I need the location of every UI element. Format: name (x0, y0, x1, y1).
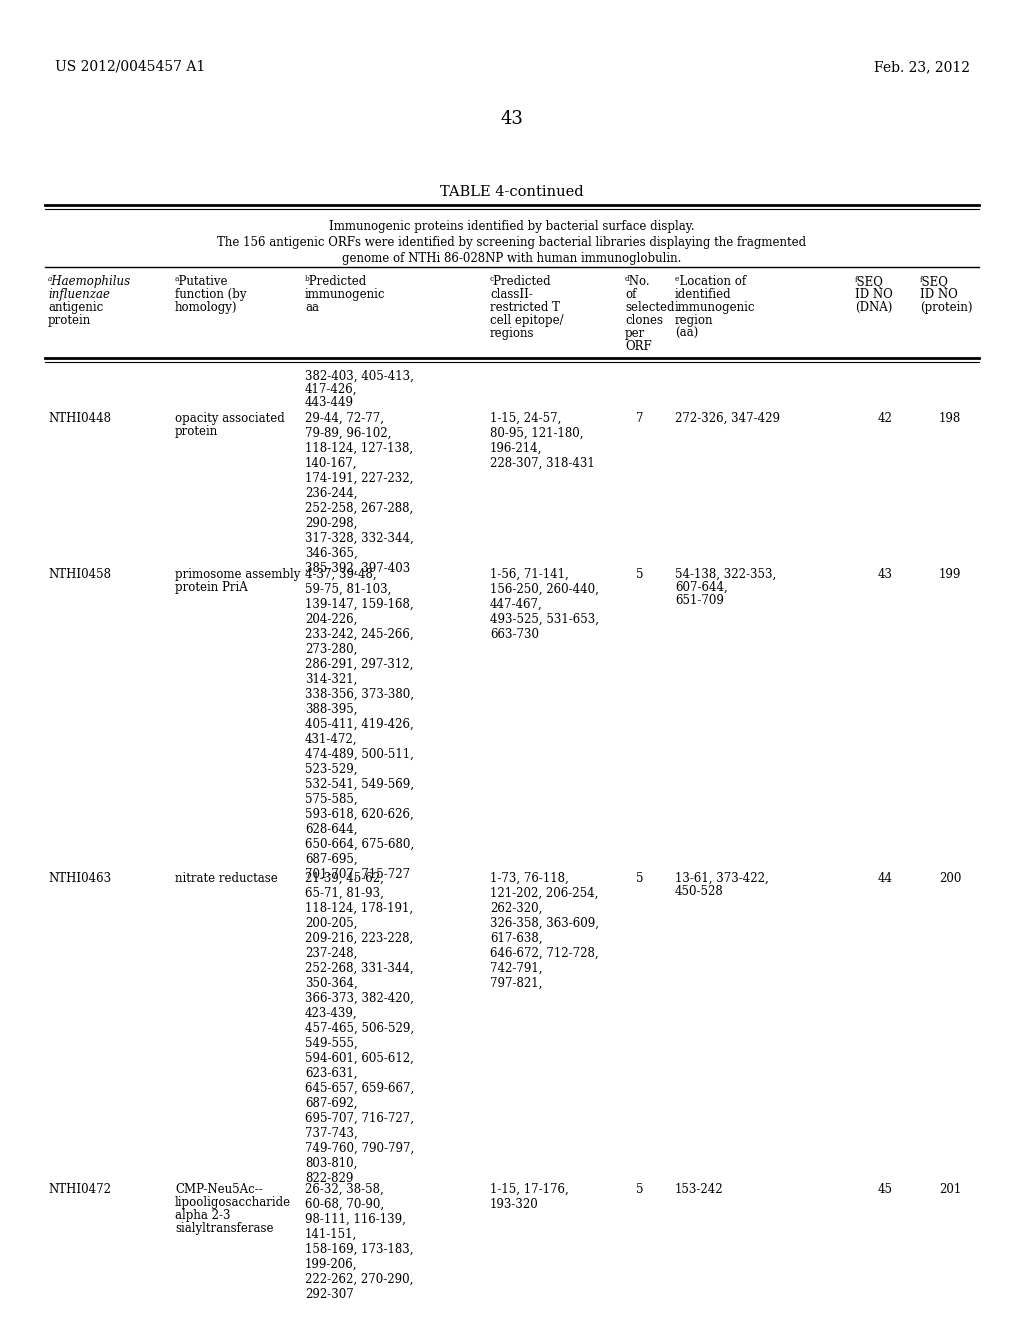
Text: genome of NTHi 86-028NP with human immunoglobulin.: genome of NTHi 86-028NP with human immun… (342, 252, 682, 265)
Text: 272-326, 347-429: 272-326, 347-429 (675, 412, 780, 425)
Text: 44: 44 (878, 873, 893, 884)
Text: 1-73, 76-118,
121-202, 206-254,
262-320,
326-358, 363-609,
617-638,
646-672, 712: 1-73, 76-118, 121-202, 206-254, 262-320,… (490, 873, 599, 990)
Text: 5: 5 (636, 873, 644, 884)
Text: lipooligosaccharide: lipooligosaccharide (175, 1196, 291, 1209)
Text: ᵈNo.: ᵈNo. (625, 275, 650, 288)
Text: 26-32, 38-58,
60-68, 70-90,
98-111, 116-139,
141-151,
158-169, 173-183,
199-206,: 26-32, 38-58, 60-68, 70-90, 98-111, 116-… (305, 1183, 414, 1302)
Text: identified: identified (675, 288, 731, 301)
Text: alpha 2-3: alpha 2-3 (175, 1209, 230, 1222)
Text: 29-44, 72-77,
79-89, 96-102,
118-124, 127-138,
140-167,
174-191, 227-232,
236-24: 29-44, 72-77, 79-89, 96-102, 118-124, 12… (305, 412, 414, 576)
Text: NTHI0463: NTHI0463 (48, 873, 112, 884)
Text: ORF: ORF (625, 341, 651, 352)
Text: 382-403, 405-413,: 382-403, 405-413, (305, 370, 414, 383)
Text: 54-138, 322-353,: 54-138, 322-353, (675, 568, 776, 581)
Text: 42: 42 (878, 412, 893, 425)
Text: 1-15, 17-176,
193-320: 1-15, 17-176, 193-320 (490, 1183, 568, 1210)
Text: 21-39, 45-62,
65-71, 81-93,
118-124, 178-191,
200-205,
209-216, 223-228,
237-248: 21-39, 45-62, 65-71, 81-93, 118-124, 178… (305, 873, 415, 1185)
Text: immunogenic: immunogenic (305, 288, 385, 301)
Text: sialyltransferase: sialyltransferase (175, 1222, 273, 1236)
Text: of: of (625, 288, 636, 301)
Text: NTHI0472: NTHI0472 (48, 1183, 111, 1196)
Text: 450-528: 450-528 (675, 884, 724, 898)
Text: Immunogenic proteins identified by bacterial surface display.: Immunogenic proteins identified by bacte… (329, 220, 695, 234)
Text: The 156 antigenic ORFs were identified by screening bacterial libraries displayi: The 156 antigenic ORFs were identified b… (217, 236, 807, 249)
Text: (aa): (aa) (675, 327, 698, 341)
Text: (DNA): (DNA) (855, 301, 892, 314)
Text: antigenic: antigenic (48, 301, 103, 314)
Text: protein: protein (48, 314, 91, 327)
Text: 443-449: 443-449 (305, 396, 354, 409)
Text: ᶠSEQ: ᶠSEQ (920, 275, 949, 288)
Text: selected: selected (625, 301, 675, 314)
Text: (protein): (protein) (920, 301, 973, 314)
Text: 5: 5 (636, 568, 644, 581)
Text: 651-709: 651-709 (675, 594, 724, 607)
Text: immunogenic: immunogenic (675, 301, 756, 314)
Text: 1-56, 71-141,
156-250, 260-440,
447-467,
493-525, 531-653,
663-730: 1-56, 71-141, 156-250, 260-440, 447-467,… (490, 568, 599, 642)
Text: 1-15, 24-57,
80-95, 121-180,
196-214,
228-307, 318-431: 1-15, 24-57, 80-95, 121-180, 196-214, 22… (490, 412, 595, 470)
Text: 153-242: 153-242 (675, 1183, 724, 1196)
Text: 201: 201 (939, 1183, 962, 1196)
Text: TABLE 4-continued: TABLE 4-continued (440, 185, 584, 199)
Text: 43: 43 (501, 110, 523, 128)
Text: function (by: function (by (175, 288, 247, 301)
Text: protein PriA: protein PriA (175, 581, 248, 594)
Text: homology): homology) (175, 301, 238, 314)
Text: opacity associated: opacity associated (175, 412, 285, 425)
Text: ᵇPredicted: ᵇPredicted (305, 275, 368, 288)
Text: 4-37, 39-48,
59-75, 81-103,
139-147, 159-168,
204-226,
233-242, 245-266,
273-280: 4-37, 39-48, 59-75, 81-103, 139-147, 159… (305, 568, 414, 880)
Text: restricted T: restricted T (490, 301, 560, 314)
Text: ID NO: ID NO (920, 288, 957, 301)
Text: 45: 45 (878, 1183, 893, 1196)
Text: region: region (675, 314, 714, 327)
Text: protein: protein (175, 425, 218, 438)
Text: per: per (625, 327, 645, 341)
Text: 7: 7 (636, 412, 644, 425)
Text: primosome assembly: primosome assembly (175, 568, 300, 581)
Text: 200: 200 (939, 873, 962, 884)
Text: US 2012/0045457 A1: US 2012/0045457 A1 (55, 59, 205, 74)
Text: clones: clones (625, 314, 663, 327)
Text: ᵉLocation of: ᵉLocation of (675, 275, 746, 288)
Text: ᵃHaemophilus: ᵃHaemophilus (48, 275, 131, 288)
Text: ID NO: ID NO (855, 288, 893, 301)
Text: 198: 198 (939, 412, 962, 425)
Text: ᶜPredicted: ᶜPredicted (490, 275, 552, 288)
Text: 43: 43 (878, 568, 893, 581)
Text: 199: 199 (939, 568, 962, 581)
Text: NTHI0448: NTHI0448 (48, 412, 111, 425)
Text: aa: aa (305, 301, 319, 314)
Text: 417-426,: 417-426, (305, 383, 357, 396)
Text: classII-: classII- (490, 288, 532, 301)
Text: 5: 5 (636, 1183, 644, 1196)
Text: CMP-Neu5Ac--: CMP-Neu5Ac-- (175, 1183, 263, 1196)
Text: ᶠSEQ: ᶠSEQ (855, 275, 884, 288)
Text: cell epitope/: cell epitope/ (490, 314, 563, 327)
Text: nitrate reductase: nitrate reductase (175, 873, 278, 884)
Text: influenzae: influenzae (48, 288, 110, 301)
Text: 13-61, 373-422,: 13-61, 373-422, (675, 873, 769, 884)
Text: 607-644,: 607-644, (675, 581, 728, 594)
Text: NTHI0458: NTHI0458 (48, 568, 111, 581)
Text: ᵃPutative: ᵃPutative (175, 275, 228, 288)
Text: regions: regions (490, 327, 535, 341)
Text: Feb. 23, 2012: Feb. 23, 2012 (874, 59, 970, 74)
